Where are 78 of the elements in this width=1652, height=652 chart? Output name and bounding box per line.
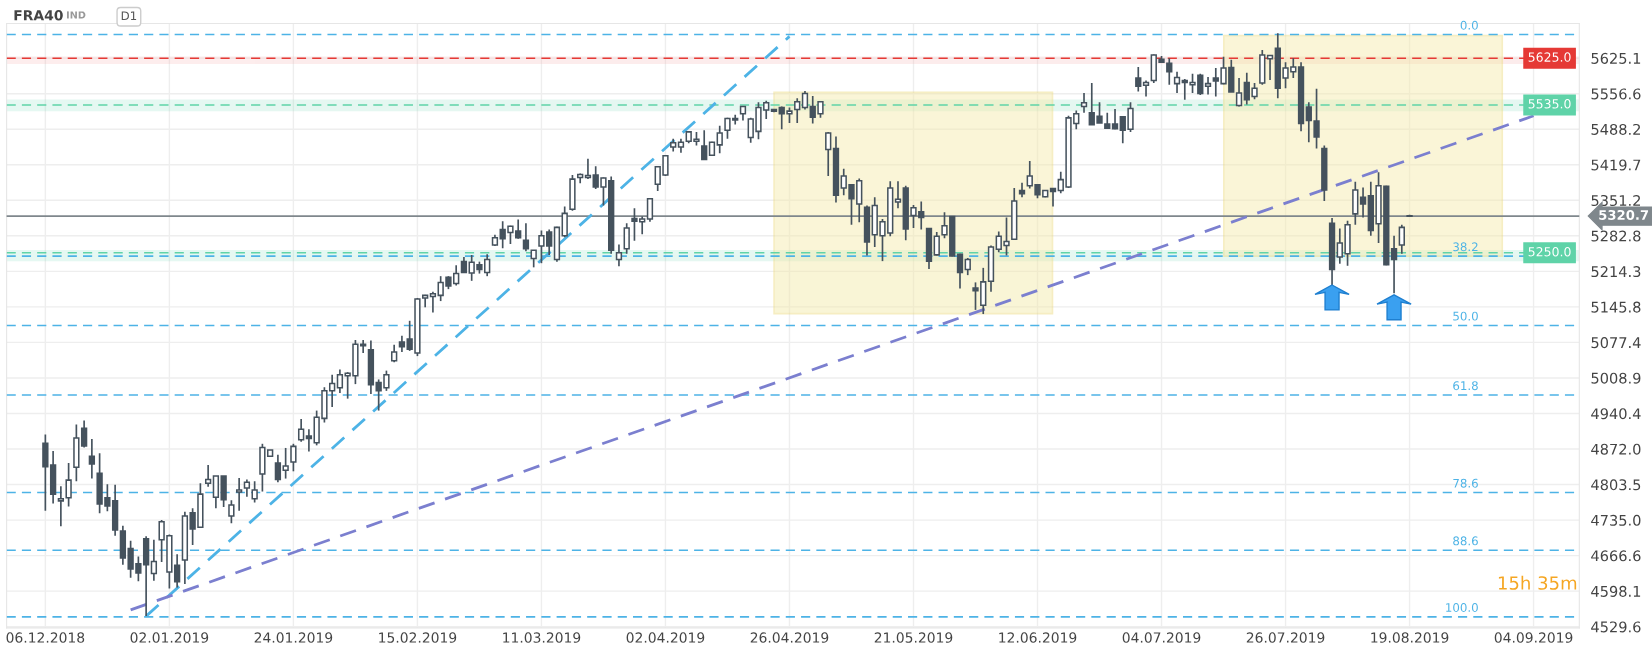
candlestick: [894, 180, 902, 210]
candlestick: [1080, 92, 1088, 114]
x-tick-label: 26.04.2019: [750, 632, 829, 643]
y-tick-label: 4940.4: [1591, 408, 1641, 420]
candlestick: [701, 129, 708, 161]
annotation: 50.0: [1453, 311, 1478, 321]
x-tick-label: 02.04.2019: [626, 632, 705, 643]
ref-line-label: 5250.0: [1528, 246, 1571, 257]
candlestick: [1135, 66, 1142, 93]
candlestick: [297, 418, 305, 443]
candlestick: [228, 499, 235, 525]
annotation: 15h 35m: [1498, 575, 1577, 590]
candlestick: [1390, 234, 1398, 295]
chart-title: FRA40: [14, 10, 63, 21]
candlestick: [235, 477, 243, 512]
candlestick: [615, 243, 623, 268]
x-tick-label: 26.07.2019: [1246, 632, 1325, 643]
y-tick-label: 5282.8: [1591, 230, 1641, 242]
candlestick: [1352, 180, 1359, 226]
candlestick: [522, 222, 530, 253]
candlestick: [956, 253, 964, 290]
candlestick: [716, 124, 723, 155]
candlestick: [1204, 76, 1212, 96]
candlestick: [623, 222, 630, 255]
candlestick: [88, 438, 96, 480]
ref-line-label: 5320.7: [1599, 209, 1649, 220]
candlestick: [933, 231, 940, 257]
x-tick-label: 21.05.2019: [874, 632, 953, 643]
candlestick: [204, 464, 212, 488]
x-tick-label: 19.08.2019: [1371, 632, 1449, 643]
y-tick-label: 4803.5: [1591, 479, 1641, 491]
candlestick: [584, 158, 592, 180]
candlestick: [150, 538, 158, 582]
y-tick-label: 4735.0: [1591, 514, 1641, 526]
candlestick: [794, 97, 801, 124]
candlestick: [251, 480, 258, 504]
y-tick-label: 4872.0: [1591, 443, 1641, 455]
y-tick-label: 5351.2: [1591, 195, 1640, 207]
y-tick-label: 4598.1: [1591, 585, 1641, 597]
x-tick-label: 02.01.2019: [130, 632, 209, 643]
y-tick-label: 4529.6: [1591, 621, 1641, 633]
annotation: 0.0: [1460, 20, 1478, 30]
y-tick-label: 5625.1: [1591, 52, 1641, 64]
x-tick-label: 24.01.2019: [254, 632, 333, 643]
candlestick: [561, 205, 568, 239]
y-tick-label: 5214.3: [1591, 266, 1641, 278]
candlestick: [825, 131, 832, 177]
y-tick-label: 5008.9: [1591, 372, 1641, 384]
text: IND: [66, 11, 86, 19]
candlestick: [290, 442, 297, 473]
annotation: 38.2: [1453, 242, 1478, 252]
y-tick-label: 5145.8: [1591, 301, 1641, 313]
candlestick: [1359, 186, 1367, 219]
candlestick: [429, 290, 437, 314]
x-tick-label: 12.06.2019: [999, 632, 1077, 643]
candlestick: [1111, 108, 1119, 131]
annotation: 88.6: [1453, 536, 1478, 546]
text: D1: [121, 11, 137, 21]
candlestick: [1166, 57, 1173, 86]
annotation: 61.8: [1453, 381, 1478, 391]
y-tick-label: 5419.7: [1591, 159, 1641, 171]
x-tick-label: 06.12.2018: [6, 632, 85, 643]
y-tick-label: 4666.6: [1591, 550, 1641, 562]
y-tick-label: 5077.4: [1591, 337, 1641, 349]
candlestick: [1235, 77, 1243, 108]
x-tick-label: 04.07.2019: [1122, 632, 1201, 643]
candlestick: [646, 197, 654, 223]
ref-line-label: 5535.0: [1528, 99, 1571, 109]
x-tick-label: 04.09.2019: [1494, 632, 1573, 643]
candlestick: [1398, 223, 1405, 255]
annotation: 78.6: [1453, 478, 1478, 488]
y-tick-label: 5488.2: [1591, 123, 1640, 135]
x-tick-label: 15.02.2019: [379, 632, 457, 643]
candlestick: [801, 90, 809, 111]
x-tick-label: 11.03.2019: [503, 632, 581, 643]
y-tick-label: 5556.6: [1591, 88, 1641, 100]
annotation: 100.0: [1446, 603, 1478, 612]
ref-line-label: 5625.0: [1528, 52, 1571, 62]
